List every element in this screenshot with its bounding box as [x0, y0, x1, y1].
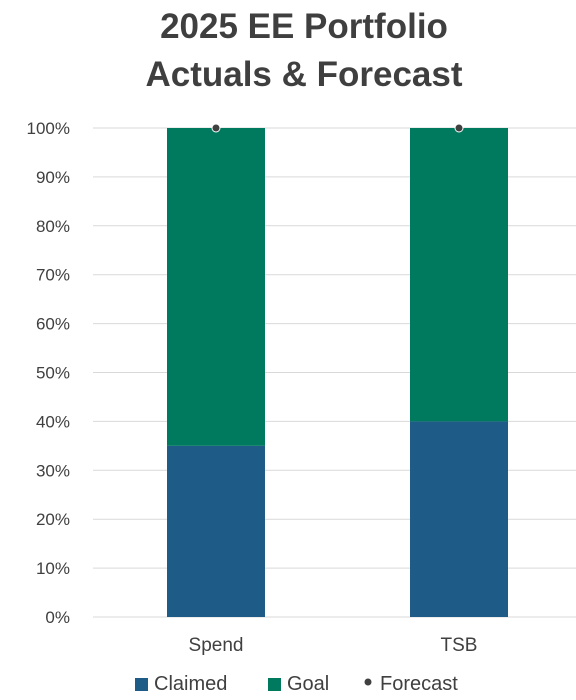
y-tick-label: 80% — [36, 217, 70, 236]
legend-swatch-goal — [268, 678, 281, 691]
chart-title: 2025 EE Portfolio Actuals & Forecast — [145, 7, 462, 94]
legend-swatch-forecast — [364, 678, 372, 686]
legend-label-claimed: Claimed — [154, 673, 227, 695]
legend-label-forecast: Forecast — [380, 673, 458, 695]
chart-title-line-2: Actuals & Forecast — [145, 55, 462, 94]
x-axis-category-labels: Spend TSB — [189, 635, 478, 656]
forecast-markers — [211, 123, 464, 133]
legend-item-goal: Goal — [268, 673, 329, 695]
y-tick-label: 50% — [36, 364, 70, 383]
y-tick-label: 0% — [45, 608, 70, 627]
bar-claimed-tsb — [410, 421, 508, 617]
y-tick-label: 10% — [36, 559, 70, 578]
y-tick-label: 20% — [36, 510, 70, 529]
bar-goal-spend — [167, 128, 265, 446]
y-tick-label: 70% — [36, 266, 70, 285]
legend-item-forecast: Forecast — [364, 673, 458, 695]
y-tick-label: 90% — [36, 168, 70, 187]
x-category-label: TSB — [441, 635, 478, 656]
bar-claimed-spend — [167, 445, 265, 617]
x-category-label: Spend — [189, 635, 244, 656]
forecast-marker-spend — [211, 123, 221, 133]
y-tick-label: 100% — [27, 119, 70, 138]
y-tick-label: 40% — [36, 412, 70, 431]
bar-goal-tsb — [410, 128, 508, 422]
forecast-marker-tsb — [454, 123, 464, 133]
legend-item-claimed: Claimed — [135, 673, 227, 695]
y-tick-label: 30% — [36, 461, 70, 480]
bars — [167, 128, 508, 617]
y-tick-label: 60% — [36, 315, 70, 334]
legend-label-goal: Goal — [287, 673, 329, 695]
legend: Claimed Goal Forecast — [135, 673, 458, 695]
chart-title-line-1: 2025 EE Portfolio — [160, 7, 448, 46]
legend-swatch-claimed — [135, 678, 148, 691]
y-axis-tick-labels: 0% 10% 20% 30% 40% 50% 60% 70% 80% 90% 100% — [27, 119, 70, 627]
